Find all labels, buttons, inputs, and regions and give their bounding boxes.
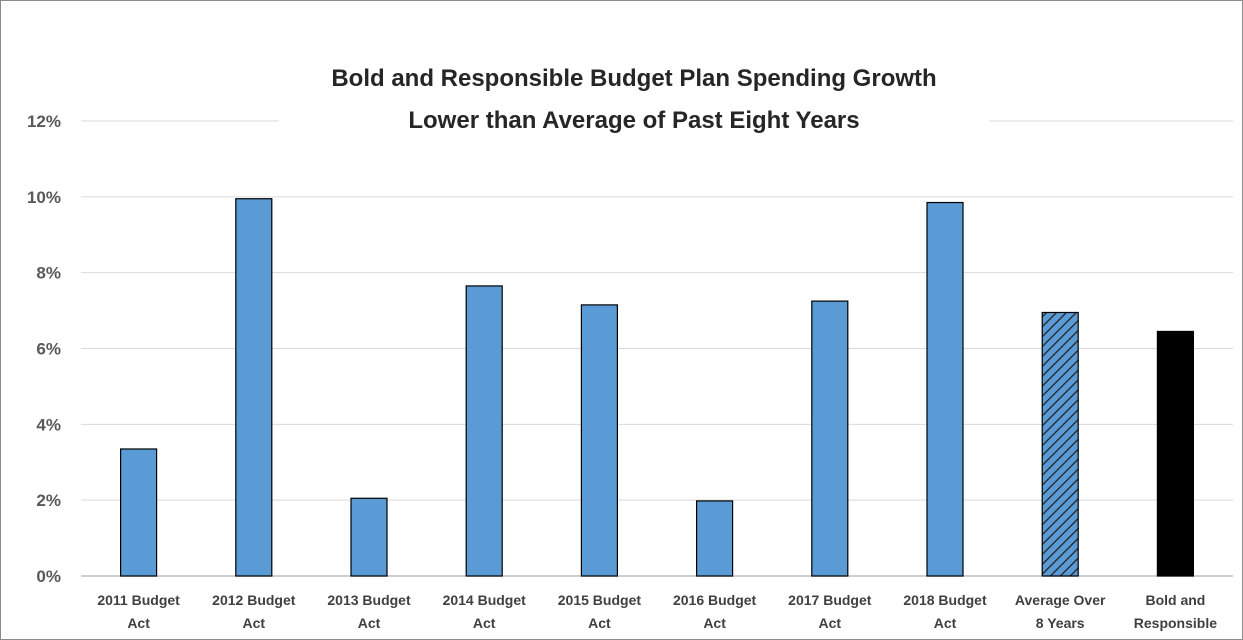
x-category-label: 2014 Budget [443, 592, 527, 608]
x-category-label: Act [473, 615, 496, 631]
x-category-label: Average Over [1015, 592, 1106, 608]
gridlines [81, 120, 1233, 577]
x-category-label: Act [243, 615, 266, 631]
bar [235, 198, 273, 577]
x-category-label: 2012 Budget [212, 592, 296, 608]
x-category-label: 2017 Budget [788, 592, 872, 608]
y-axis-ticks: 0% 2% 4% 6% 8% 10% 12% [27, 112, 61, 586]
bars [119, 198, 1195, 577]
bar [695, 500, 734, 577]
bar [119, 448, 158, 577]
x-category-label: 2018 Budget [903, 592, 987, 608]
y-tick-label: 0% [36, 567, 61, 586]
y-tick-label: 12% [27, 112, 61, 131]
y-tick-label: 4% [36, 415, 61, 434]
x-category-label: 2016 Budget [673, 592, 757, 608]
x-category-label: Responsible [1134, 615, 1217, 631]
bar [1156, 330, 1195, 577]
x-category-label: 8 Years [1036, 615, 1085, 631]
x-axis-categories: 2011 Budget Act 2012 Budget Act 2013 Budget A… [97, 592, 1217, 631]
x-category-label: 2015 Budget [558, 592, 642, 608]
y-tick-label: 2% [36, 491, 61, 510]
y-tick-label: 8% [36, 264, 61, 283]
bar [580, 304, 619, 577]
y-tick-label: 6% [36, 340, 61, 359]
x-category-label: 2013 Budget [327, 592, 411, 608]
chart-title-background [279, 59, 989, 141]
bar [465, 285, 503, 577]
y-tick-label: 10% [27, 188, 61, 207]
x-category-label: Act [588, 615, 611, 631]
x-category-label: Act [819, 615, 842, 631]
x-category-label: Act [703, 615, 726, 631]
x-category-label: Act [934, 615, 957, 631]
bar [350, 497, 388, 577]
chart-title: Bold and Responsible Budget Plan Spendin… [331, 65, 936, 92]
bar [926, 201, 964, 577]
x-category-label: 2011 Budget [97, 592, 180, 608]
bar [811, 300, 849, 577]
bar [1041, 311, 1079, 577]
x-category-label: Act [127, 615, 150, 631]
chart-subtitle: Lower than Average of Past Eight Years [408, 107, 859, 134]
x-category-label: Bold and [1145, 592, 1205, 608]
x-category-label: Act [358, 615, 381, 631]
